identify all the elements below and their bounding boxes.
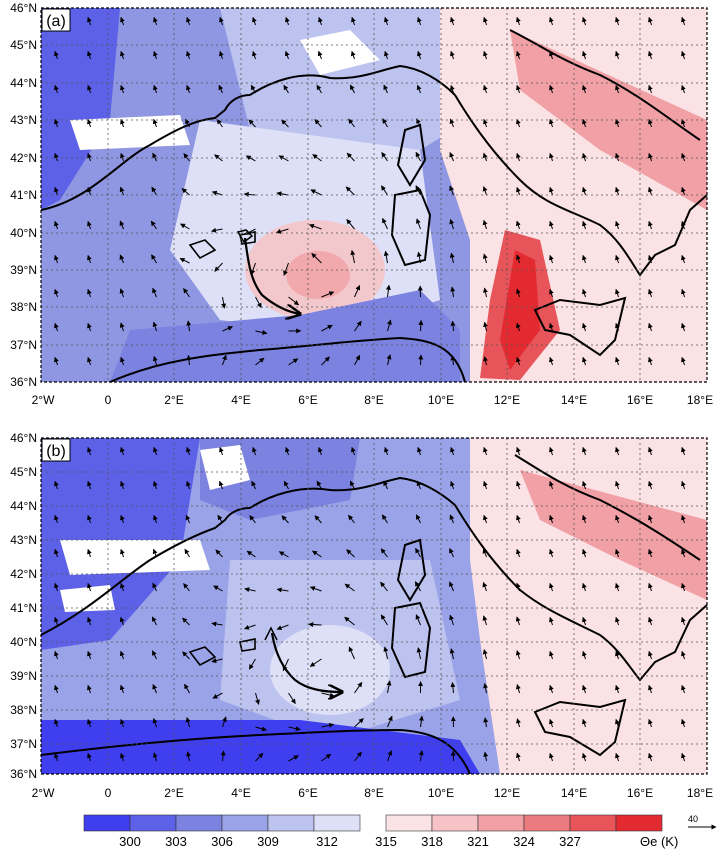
lon-label: 0	[105, 393, 112, 407]
colorbar-swatch	[524, 815, 570, 831]
lat-label: 36°N	[10, 375, 37, 389]
colorbar-swatch	[176, 815, 222, 831]
colorbar-red-section	[386, 815, 662, 831]
lat-label: 36°N	[10, 767, 37, 781]
panel-a-lon-labels: 2°W 0 2°E 4°E 6°E 8°E 10°E 12°E 14°E 16°…	[32, 393, 713, 407]
lon-label: 12°E	[494, 786, 520, 800]
lat-label: 37°N	[10, 737, 37, 751]
colorbar-tick-label: 309	[257, 834, 279, 849]
colorbar-ticks: 300 303 306 309 312 315 318 321 324 327	[119, 834, 581, 849]
lon-label: 6°E	[298, 393, 317, 407]
panel-a: (a) 46°N 45°N 44°N 43°N 42°N 41°N 40°N 3…	[10, 1, 713, 407]
lon-label: 16°E	[627, 393, 653, 407]
lon-label: 18°E	[687, 786, 713, 800]
lat-label: 43°N	[10, 113, 37, 127]
panel-a-cyclone-inner	[286, 251, 350, 299]
colorbar-swatch	[314, 815, 360, 831]
colorbar-tick-label: 324	[513, 834, 535, 849]
lon-label: 6°E	[298, 786, 317, 800]
lon-label: 4°E	[231, 393, 250, 407]
colorbar-swatch	[432, 815, 478, 831]
lat-label: 40°N	[10, 226, 37, 240]
lat-label: 43°N	[10, 533, 37, 547]
lon-label: 16°E	[627, 786, 653, 800]
colorbar-swatch	[570, 815, 616, 831]
colorbar-tick-label: 306	[211, 834, 233, 849]
lon-label: 8°E	[364, 393, 383, 407]
lat-label: 44°N	[10, 76, 37, 90]
colorbar-swatch	[478, 815, 524, 831]
lat-label: 41°N	[10, 188, 37, 202]
lon-label: 2°W	[32, 786, 55, 800]
lat-label: 37°N	[10, 338, 37, 352]
lon-label: 12°E	[494, 393, 520, 407]
panel-a-lat-labels: 46°N 45°N 44°N 43°N 42°N 41°N 40°N 39°N …	[10, 1, 37, 389]
colorbar-tick-label: 321	[467, 834, 489, 849]
lat-label: 38°N	[10, 703, 37, 717]
colorbar-blue-section	[84, 815, 360, 831]
reference-vector: 40	[688, 814, 716, 827]
lon-label: 10°E	[428, 786, 454, 800]
colorbar: 300 303 306 309 312 315 318 321 324 327 …	[84, 815, 678, 849]
lon-label: 14°E	[561, 786, 587, 800]
lat-label: 44°N	[10, 499, 37, 513]
colorbar-tick-label: 303	[165, 834, 187, 849]
colorbar-swatch	[386, 815, 432, 831]
lon-label: 2°E	[164, 393, 183, 407]
lat-label: 42°N	[10, 567, 37, 581]
lat-label: 46°N	[10, 1, 37, 15]
lat-label: 46°N	[10, 431, 37, 445]
lat-label: 45°N	[10, 38, 37, 52]
panel-b-cyclone-core	[270, 625, 390, 715]
colorbar-swatch	[616, 815, 662, 831]
lat-label: 38°N	[10, 300, 37, 314]
colorbar-tick-label: 300	[119, 834, 141, 849]
panel-b-lon-labels: 2°W 0 2°E 4°E 6°E 8°E 10°E 12°E 14°E 16°…	[32, 786, 713, 800]
colorbar-swatch	[222, 815, 268, 831]
colorbar-swatch	[130, 815, 176, 831]
colorbar-tick-label: 327	[559, 834, 581, 849]
wind-vector	[309, 624, 322, 625]
colorbar-swatch	[84, 815, 130, 831]
lon-label: 0	[105, 786, 112, 800]
lon-label: 2°W	[32, 393, 55, 407]
lon-label: 14°E	[561, 393, 587, 407]
colorbar-tick-label: 318	[421, 834, 443, 849]
panel-b-label: (b)	[46, 443, 66, 460]
lon-label: 4°E	[231, 786, 250, 800]
colorbar-unit-label: Θe (K)	[640, 834, 678, 849]
panel-a-label: (a)	[46, 13, 66, 30]
reference-vector-label: 40	[688, 814, 698, 824]
lon-label: 10°E	[428, 393, 454, 407]
panel-b: (b) 46°N 45°N 44°N 43°N 42°N 41°N 40°N 3…	[10, 431, 713, 800]
lat-label: 39°N	[10, 263, 37, 277]
wind-vector	[421, 320, 422, 331]
colorbar-tick-label: 312	[316, 834, 338, 849]
lon-label: 8°E	[364, 786, 383, 800]
lon-label: 2°E	[164, 786, 183, 800]
lat-label: 40°N	[10, 635, 37, 649]
lat-label: 41°N	[10, 601, 37, 615]
colorbar-swatch	[268, 815, 314, 831]
lon-label: 18°E	[687, 393, 713, 407]
panel-b-lat-labels: 46°N 45°N 44°N 43°N 42°N 41°N 40°N 39°N …	[10, 431, 37, 781]
lat-label: 45°N	[10, 465, 37, 479]
lat-label: 39°N	[10, 669, 37, 683]
lat-label: 42°N	[10, 151, 37, 165]
wind-vector	[421, 355, 422, 365]
colorbar-tick-label: 315	[375, 834, 397, 849]
